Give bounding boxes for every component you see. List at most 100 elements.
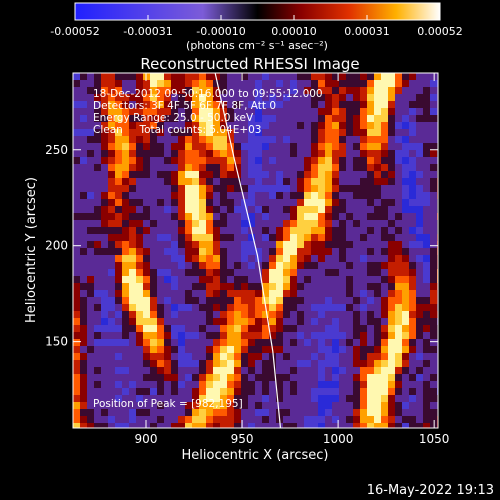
heatmap-cell: [101, 423, 108, 428]
heatmap-cell: [276, 283, 283, 290]
heatmap-cell: [325, 213, 332, 220]
heatmap-cell: [164, 101, 171, 108]
heatmap-cell: [367, 199, 374, 206]
heatmap-cell: [157, 409, 164, 416]
heatmap-cell: [157, 276, 164, 283]
heatmap-cell: [283, 332, 290, 339]
heatmap-cell: [122, 367, 129, 374]
heatmap-cell: [234, 290, 241, 297]
heatmap-cell: [430, 297, 437, 304]
heatmap-cell: [136, 213, 143, 220]
heatmap-cell: [395, 290, 402, 297]
heatmap-cell: [374, 199, 381, 206]
heatmap-cell: [87, 248, 94, 255]
heatmap-cell: [269, 108, 276, 115]
heatmap-cell: [297, 276, 304, 283]
heatmap-cell: [311, 360, 318, 367]
heatmap-cell: [346, 388, 353, 395]
heatmap-cell: [276, 150, 283, 157]
heatmap-cell: [136, 171, 143, 178]
heatmap-cell: [150, 143, 157, 150]
heatmap-cell: [423, 164, 430, 171]
heatmap-cell: [87, 423, 94, 428]
heatmap-cell: [290, 311, 297, 318]
heatmap-cell: [269, 171, 276, 178]
heatmap-cell: [395, 122, 402, 129]
heatmap-cell: [332, 374, 339, 381]
heatmap-cell: [402, 283, 409, 290]
heatmap-cell: [381, 73, 388, 80]
heatmap-cell: [87, 73, 94, 80]
heatmap-cell: [122, 73, 129, 80]
heatmap-cell: [115, 87, 122, 94]
heatmap-cell: [115, 206, 122, 213]
heatmap-cell: [150, 185, 157, 192]
heatmap-cell: [136, 409, 143, 416]
heatmap-cell: [311, 255, 318, 262]
heatmap-cell: [423, 87, 430, 94]
heatmap-cell: [388, 367, 395, 374]
heatmap-cell: [416, 346, 423, 353]
heatmap-cell: [430, 171, 437, 178]
heatmap-cell: [80, 199, 87, 206]
heatmap-cell: [283, 395, 290, 402]
heatmap-cell: [171, 416, 178, 423]
heatmap-cell: [157, 157, 164, 164]
heatmap-cell: [269, 297, 276, 304]
heatmap-cell: [283, 416, 290, 423]
heatmap-cell: [311, 213, 318, 220]
heatmap-cell: [220, 178, 227, 185]
heatmap-cell: [87, 353, 94, 360]
heatmap-cell: [297, 213, 304, 220]
heatmap-cell: [94, 325, 101, 332]
heatmap-cell: [157, 234, 164, 241]
heatmap-cell: [346, 269, 353, 276]
heatmap-cell: [346, 94, 353, 101]
heatmap-cell: [339, 115, 346, 122]
heatmap-cell: [367, 87, 374, 94]
heatmap-cell: [185, 157, 192, 164]
heatmap-cell: [332, 227, 339, 234]
heatmap-cell: [304, 402, 311, 409]
heatmap-cell: [262, 220, 269, 227]
heatmap-cell: [115, 136, 122, 143]
heatmap-cell: [416, 283, 423, 290]
heatmap-cell: [388, 178, 395, 185]
heatmap-cell: [143, 185, 150, 192]
heatmap-cell: [255, 178, 262, 185]
heatmap-cell: [122, 381, 129, 388]
heatmap-cell: [367, 346, 374, 353]
heatmap-cell: [73, 185, 80, 192]
heatmap-cell: [115, 416, 122, 423]
heatmap-cell: [388, 262, 395, 269]
heatmap-cell: [157, 283, 164, 290]
heatmap-cell: [171, 332, 178, 339]
heatmap-cell: [325, 122, 332, 129]
y-tick-label: 200: [45, 239, 68, 253]
heatmap-cell: [318, 304, 325, 311]
heatmap-cell: [297, 388, 304, 395]
heatmap-cell: [269, 311, 276, 318]
heatmap-cell: [381, 325, 388, 332]
heatmap-cell: [150, 255, 157, 262]
heatmap-cell: [234, 360, 241, 367]
heatmap-cell: [241, 150, 248, 157]
heatmap-cell: [213, 262, 220, 269]
heatmap-cell: [248, 346, 255, 353]
heatmap-cell: [297, 262, 304, 269]
heatmap-cell: [402, 297, 409, 304]
x-tick-label: 1050: [419, 432, 450, 446]
heatmap-cell: [115, 381, 122, 388]
heatmap-cell: [178, 416, 185, 423]
heatmap-cell: [430, 304, 437, 311]
heatmap-cell: [87, 171, 94, 178]
heatmap-cell: [374, 290, 381, 297]
heatmap-cell: [192, 143, 199, 150]
heatmap-cell: [101, 395, 108, 402]
heatmap-cell: [381, 283, 388, 290]
heatmap-cell: [395, 304, 402, 311]
heatmap-cell: [416, 143, 423, 150]
heatmap-cell: [255, 353, 262, 360]
heatmap-cell: [199, 409, 206, 416]
heatmap-cell: [143, 381, 150, 388]
